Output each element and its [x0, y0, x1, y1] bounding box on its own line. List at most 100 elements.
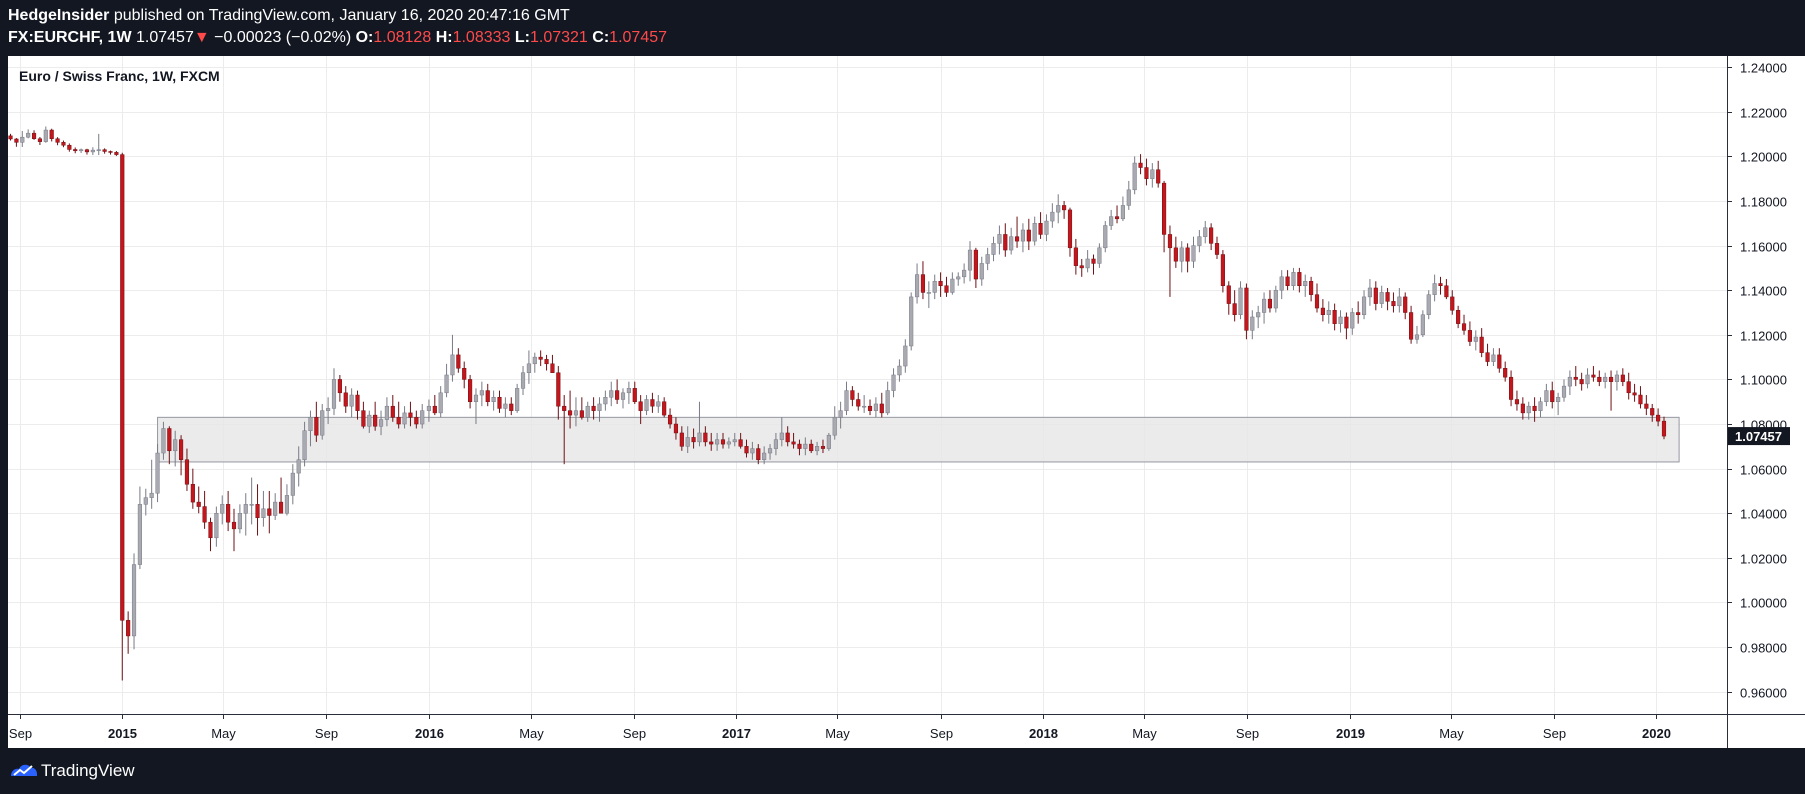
- candle: [815, 441, 820, 456]
- candle-body: [979, 263, 984, 280]
- candle: [738, 432, 743, 449]
- candle-body: [691, 437, 696, 443]
- candle: [1461, 314, 1467, 335]
- candle: [1138, 154, 1143, 175]
- time-axis[interactable]: Sep 2015 May Sep 2016 May Sep 2017 May Sep 2018 May…: [9, 714, 1671, 741]
- candle: [797, 439, 802, 456]
- candle: [1550, 381, 1555, 409]
- candle-body: [1338, 316, 1343, 324]
- candle-body: [373, 414, 378, 427]
- candle: [862, 395, 867, 413]
- candle: [1226, 281, 1231, 315]
- candle-body: [685, 437, 690, 447]
- candle-body: [49, 129, 54, 140]
- candle: [1038, 212, 1043, 239]
- price-tick-label: 1.18000: [1740, 195, 1787, 210]
- candle: [585, 401, 590, 422]
- candle-body: [1414, 334, 1420, 340]
- candle: [438, 386, 443, 418]
- candle: [1585, 368, 1590, 389]
- grid-lines: [8, 56, 1727, 714]
- candle-body: [950, 278, 955, 293]
- candle: [885, 381, 890, 416]
- candle-body: [473, 394, 479, 402]
- chart-area[interactable]: 1.24000 1.22000 1.20000 1.18000 1.16000 1.140…: [8, 56, 1805, 748]
- candle: [1467, 321, 1472, 346]
- candle-body: [1467, 330, 1472, 342]
- candle-body: [1656, 414, 1661, 422]
- candlestick-chart[interactable]: 1.24000 1.22000 1.20000 1.18000 1.16000 1.140…: [8, 56, 1805, 748]
- candle: [509, 397, 514, 416]
- candle: [1144, 158, 1149, 186]
- candle: [190, 468, 195, 509]
- time-tick-label: May: [1439, 726, 1464, 741]
- chart-header: HedgeInsider published on TradingView.co…: [0, 0, 1805, 56]
- candle-body: [779, 432, 784, 440]
- candle-body: [1320, 307, 1325, 315]
- time-tick-label: May: [519, 726, 544, 741]
- candle: [320, 403, 325, 440]
- candle: [1538, 397, 1543, 418]
- candle: [779, 417, 784, 447]
- publish-info: HedgeInsider published on TradingView.co…: [8, 7, 570, 25]
- candle-body: [149, 492, 154, 498]
- candle-body: [1073, 247, 1078, 266]
- candle-body: [337, 379, 342, 394]
- candle: [384, 397, 389, 427]
- candle-body: [1379, 292, 1384, 304]
- candle-body: [214, 513, 219, 539]
- candle: [1591, 366, 1596, 382]
- candle: [873, 397, 878, 418]
- candle-body: [1473, 336, 1478, 342]
- candle-body: [756, 448, 761, 460]
- candle: [1009, 227, 1014, 255]
- candle: [573, 397, 579, 427]
- candle: [773, 432, 778, 456]
- tradingview-logo-icon[interactable]: [10, 762, 38, 780]
- candle-body: [667, 414, 673, 425]
- candle: [709, 432, 714, 451]
- candle: [985, 247, 990, 271]
- candle-body: [1591, 374, 1596, 378]
- candle-body: [14, 138, 19, 143]
- candle-body: [1032, 223, 1037, 242]
- candle: [1450, 290, 1455, 315]
- candle-body: [1361, 296, 1367, 315]
- candle-body: [962, 269, 967, 278]
- candle-body: [1620, 374, 1625, 382]
- candle: [1326, 301, 1331, 324]
- candle: [997, 225, 1002, 255]
- price-tick-label: 1.14000: [1740, 284, 1787, 299]
- candle-body: [414, 417, 419, 425]
- author-name[interactable]: HedgeInsider: [8, 7, 110, 24]
- chart-title: Euro / Swiss Franc, 1W, FXCM: [19, 68, 220, 84]
- time-tick-label: 2020: [1642, 726, 1671, 741]
- time-tick-label: Sep: [1236, 726, 1259, 741]
- candle-body: [926, 292, 931, 294]
- candle: [650, 392, 655, 413]
- candle-body: [1344, 316, 1349, 329]
- candle: [373, 401, 378, 431]
- candle: [1079, 258, 1084, 277]
- candle: [632, 381, 637, 404]
- candle-body: [703, 432, 708, 443]
- candle-body: [732, 439, 737, 443]
- candle: [1367, 279, 1372, 306]
- candle-body: [143, 497, 148, 505]
- candle-body: [503, 403, 508, 409]
- candle-body: [308, 417, 313, 431]
- time-tick-label: Sep: [623, 726, 646, 741]
- candle-body: [408, 412, 413, 418]
- price-axis[interactable]: 1.24000 1.22000 1.20000 1.18000 1.16000 1.140…: [1727, 61, 1787, 701]
- candle: [61, 140, 66, 148]
- candle: [226, 490, 231, 532]
- candle-body: [273, 501, 278, 516]
- candle: [1173, 236, 1178, 268]
- candle-body: [1273, 289, 1278, 309]
- time-tick-label: 2018: [1029, 726, 1058, 741]
- candle-body: [1426, 294, 1431, 315]
- candle: [1091, 254, 1096, 275]
- candle-body: [526, 363, 531, 373]
- tradingview-brand[interactable]: TradingView: [41, 761, 135, 780]
- candle: [491, 390, 496, 411]
